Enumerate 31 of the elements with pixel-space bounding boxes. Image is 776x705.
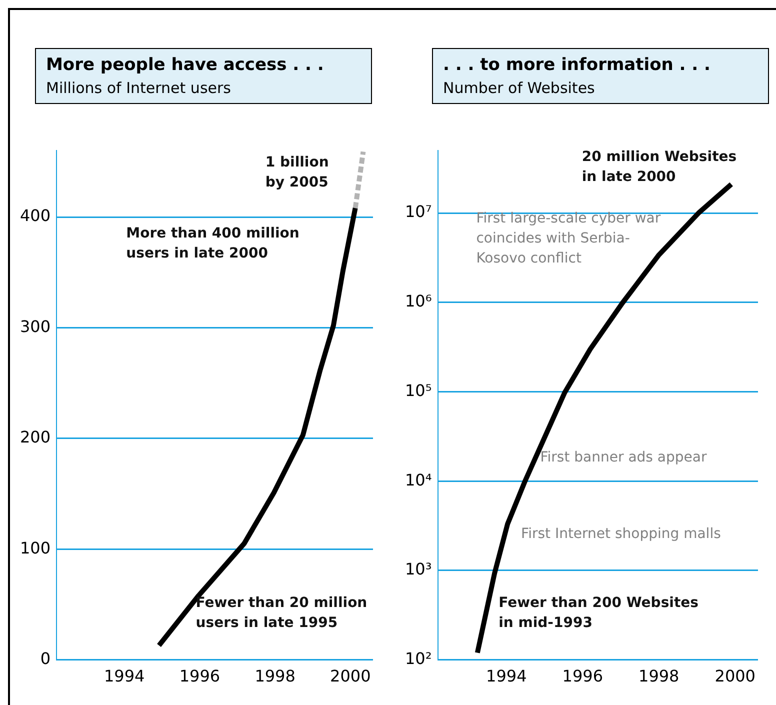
y-tick-label: 10² bbox=[404, 648, 432, 668]
chart-title: . . . to more information . . . bbox=[443, 55, 712, 75]
y-tick-label: 100 bbox=[20, 538, 51, 558]
y-tick-label: 400 bbox=[20, 206, 51, 226]
annotation: Fewer than 200 Websites in mid-1993 bbox=[498, 594, 698, 631]
chart-subtitle: Number of Websites bbox=[443, 79, 596, 97]
y-tick-label: 10³ bbox=[404, 560, 432, 579]
x-tick-label: 1994 bbox=[104, 666, 145, 686]
annotation: First large-scale cyber war coincides with Serbia- Kosovo conflict bbox=[476, 210, 661, 266]
y-tick-label: 10⁴ bbox=[404, 470, 432, 490]
chart-subtitle: Millions of Internet users bbox=[46, 79, 232, 97]
x-tick-label: 1996 bbox=[179, 666, 220, 686]
y-tick-label: 300 bbox=[20, 316, 51, 336]
x-tick-label: 2000 bbox=[714, 666, 756, 686]
annotation: 1 billion by 2005 bbox=[265, 154, 329, 190]
annotation: Fewer than 20 million users in late 1995 bbox=[196, 594, 368, 631]
annotation: First banner ads appear bbox=[540, 450, 707, 466]
x-tick-label: 1996 bbox=[562, 666, 603, 686]
annotation: First Internet shopping malls bbox=[521, 526, 721, 542]
x-tick-label: 1994 bbox=[486, 666, 527, 686]
annotation: 20 million Websites in late 2000 bbox=[582, 149, 737, 186]
y-tick-label: 10⁷ bbox=[404, 202, 432, 222]
x-tick-label: 2000 bbox=[330, 666, 371, 686]
x-tick-label: 1998 bbox=[254, 666, 296, 686]
x-tick-label: 1998 bbox=[638, 666, 680, 686]
chart-title: More people have access . . . bbox=[46, 55, 325, 75]
y-tick-label: 200 bbox=[20, 428, 51, 447]
y-tick-label: 10⁵ bbox=[404, 380, 432, 400]
annotation: More than 400 million users in late 2000 bbox=[126, 226, 300, 262]
y-tick-label: 0 bbox=[40, 648, 51, 668]
y-tick-label: 10⁶ bbox=[404, 292, 432, 311]
